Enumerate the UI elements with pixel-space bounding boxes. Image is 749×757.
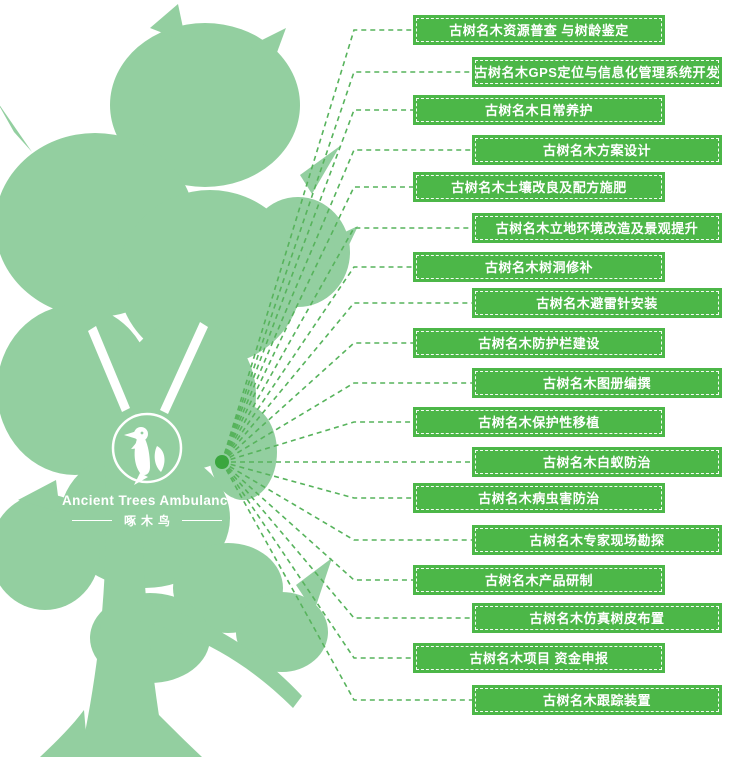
connector-line-4 — [221, 149, 472, 463]
service-label: 古树名木产品研制 — [484, 572, 593, 588]
woodpecker-icon — [111, 412, 183, 485]
service-label: 古树名木病虫害防治 — [478, 490, 600, 506]
service-box-10: 古树名木图册编撰 — [472, 368, 722, 398]
service-label: 古树名木GPS定位与信息化管理系统开发 — [474, 64, 720, 80]
service-box-8: 古树名木避雷针安装 — [472, 288, 722, 318]
service-label: 古树名木保护性移植 — [478, 414, 600, 430]
service-label: 古树名木资源普查 与树龄鉴定 — [449, 22, 629, 38]
logo-title: Ancient Trees Ambulance — [62, 493, 236, 508]
connector-line-18 — [221, 461, 472, 701]
brand-logo: Ancient Trees Ambulance 啄木鸟 — [62, 410, 236, 529]
service-label: 古树名木仿真树皮布置 — [529, 610, 665, 626]
service-label: 古树名木图册编撰 — [542, 375, 651, 391]
service-box-9: 古树名木防护栏建设 — [413, 328, 665, 358]
service-box-18: 古树名木跟踪装置 — [472, 685, 722, 715]
service-box-15: 古树名木产品研制 — [413, 565, 665, 595]
connector-line-9 — [221, 342, 413, 463]
service-label: 古树名木方案设计 — [542, 142, 651, 158]
service-box-12: 古树名木白蚁防治 — [472, 447, 722, 477]
connector-line-15 — [221, 461, 413, 581]
tree-trunk — [40, 452, 302, 757]
service-box-6: 古树名木立地环境改造及景观提升 — [472, 213, 722, 243]
connector-line-2 — [221, 71, 472, 463]
service-box-3: 古树名木日常养护 — [413, 95, 665, 125]
service-label: 古树名木跟踪装置 — [542, 692, 651, 708]
logo-subtitle-row: 啄木鸟 — [62, 512, 232, 529]
right-dash-rule — [182, 520, 222, 521]
connector-line-11 — [221, 421, 413, 463]
service-box-14: 古树名木专家现场勘探 — [472, 525, 722, 555]
hub-dot — [215, 455, 229, 469]
branch-gaps — [88, 322, 208, 414]
service-label: 古树名木项目 资金申报 — [469, 650, 609, 666]
connector-line-10 — [221, 382, 472, 463]
service-box-5: 古树名木土壤改良及配方施肥 — [413, 172, 665, 202]
connector-line-3 — [221, 109, 413, 463]
service-label: 古树名木防护栏建设 — [478, 335, 600, 351]
service-label: 古树名木树洞修补 — [484, 259, 593, 275]
service-box-7: 古树名木树洞修补 — [413, 252, 665, 282]
service-label: 古树名木专家现场勘探 — [529, 532, 665, 548]
tree-branch — [134, 600, 302, 708]
connector-line-7 — [221, 266, 413, 463]
left-dash-rule — [71, 520, 112, 521]
service-box-13: 古树名木病虫害防治 — [413, 483, 665, 513]
service-label: 古树名木日常养护 — [484, 102, 593, 118]
service-label: 古树名木白蚁防治 — [542, 454, 651, 470]
service-box-4: 古树名木方案设计 — [472, 135, 722, 165]
service-box-17: 古树名木项目 资金申报 — [413, 643, 665, 673]
connector-line-13 — [221, 461, 413, 499]
logo-subtitle: 啄木鸟 — [123, 514, 175, 528]
connector-line-14 — [221, 461, 472, 541]
connector-line-1 — [221, 29, 413, 463]
service-box-2: 古树名木GPS定位与信息化管理系统开发 — [472, 57, 722, 87]
connector-line-16 — [221, 461, 472, 619]
service-label: 古树名木立地环境改造及景观提升 — [495, 220, 699, 236]
service-label: 古树名木避雷针安装 — [536, 295, 658, 311]
connector-line-17 — [221, 461, 413, 659]
service-box-16: 古树名木仿真树皮布置 — [472, 603, 722, 633]
connector-line-5 — [221, 186, 413, 463]
service-box-1: 古树名木资源普查 与树龄鉴定 — [413, 15, 665, 45]
service-box-11: 古树名木保护性移植 — [413, 407, 665, 437]
service-label: 古树名木土壤改良及配方施肥 — [451, 179, 627, 195]
